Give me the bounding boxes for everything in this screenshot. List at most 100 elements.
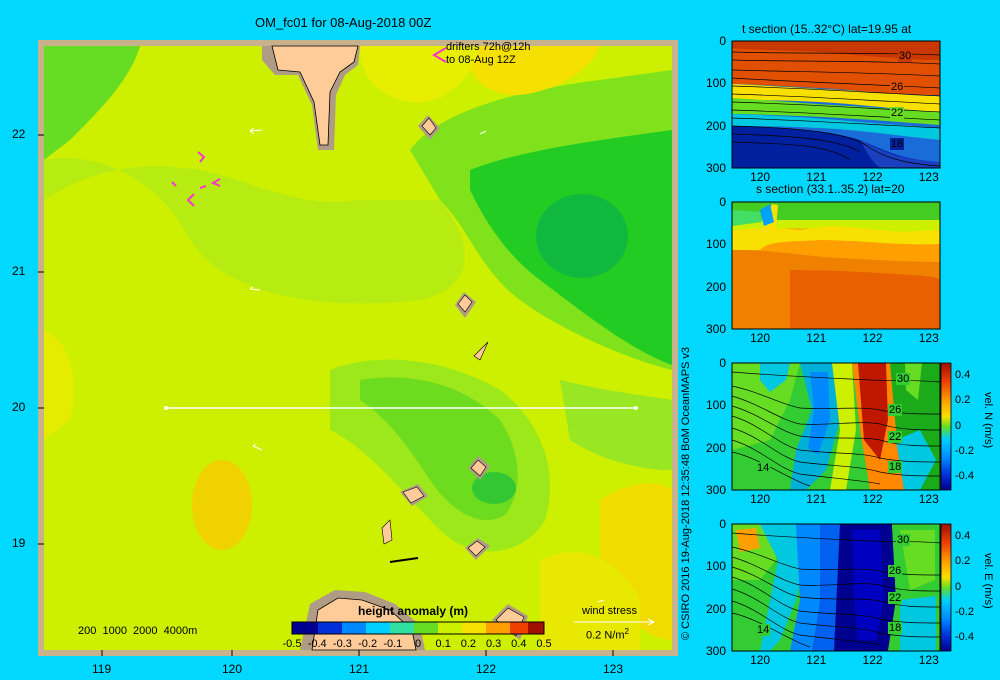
height-field-high bbox=[44, 330, 74, 440]
section-y-tick: 300 bbox=[705, 644, 726, 658]
map-x-tick: 119 bbox=[92, 662, 112, 676]
section-x-tick: 123 bbox=[918, 331, 939, 345]
section-y-tick: 100 bbox=[705, 398, 726, 413]
colorbar-tick: -0.5 bbox=[282, 638, 302, 650]
map-x-tick: 123 bbox=[603, 662, 624, 676]
colorbar-tick: -0.1 bbox=[383, 638, 403, 650]
wind-scale: 0.2 N/m2 bbox=[586, 627, 629, 642]
s-section-title: s section (33.1..35.2) lat=20 bbox=[756, 182, 905, 196]
section-x-tick: 120 bbox=[750, 331, 771, 345]
wind-arrow bbox=[249, 127, 263, 135]
section-x-tick: 122 bbox=[862, 170, 883, 184]
wind-arrow bbox=[597, 599, 605, 603]
map-y-tick: 20 bbox=[12, 400, 26, 414]
drifter-note: drifters 72h@12h bbox=[446, 41, 531, 53]
colorbar-tick: -0.4 bbox=[955, 470, 974, 483]
drifter-track bbox=[186, 193, 195, 207]
height-field-high bbox=[470, 46, 600, 96]
colorbar-tick: -0.2 bbox=[955, 444, 974, 457]
land-luzon-tip bbox=[271, 45, 359, 146]
section-x-tick: 122 bbox=[862, 653, 883, 667]
colorbar-title: height anomaly (m) bbox=[358, 604, 469, 618]
colorbar-tick: 0.4 bbox=[955, 529, 971, 542]
colorbar-tick: -0.2 bbox=[358, 638, 378, 650]
section-y-tick: 100 bbox=[705, 559, 726, 574]
island bbox=[389, 557, 419, 563]
section-y-tick: 0 bbox=[719, 356, 726, 370]
vel-n-section-panel bbox=[731, 362, 952, 491]
colorbar-tick: 0.2 bbox=[955, 555, 971, 568]
section-x-tick: 123 bbox=[918, 170, 939, 184]
colorbar-tick: -0.4 bbox=[955, 631, 974, 644]
wind-arrow bbox=[252, 443, 263, 451]
map-y-tick: 19 bbox=[12, 536, 26, 550]
colorbar-tick: 0.4 bbox=[511, 638, 527, 650]
drifter-track bbox=[197, 151, 206, 163]
section-x-tick: 120 bbox=[750, 492, 771, 506]
section-line-end bbox=[164, 406, 168, 410]
contour-label: 22 bbox=[888, 592, 903, 604]
colorbar-tick: 0.4 bbox=[955, 368, 971, 381]
section-y-tick: 100 bbox=[705, 237, 726, 252]
contour-label: 26 bbox=[888, 565, 903, 577]
contour-label: 14 bbox=[756, 462, 771, 474]
section-y-tick: 0 bbox=[719, 34, 726, 48]
map-x-tick: 120 bbox=[222, 662, 243, 676]
island bbox=[381, 519, 393, 545]
colorbar-tick: 0.2 bbox=[955, 394, 971, 407]
colorbar-tick: 0.5 bbox=[536, 638, 552, 650]
section-x-tick: 120 bbox=[750, 170, 771, 184]
height-field-lowcenter bbox=[472, 472, 516, 504]
wind-scale-sup: 2 bbox=[624, 627, 629, 636]
colorbar-tick: -0.2 bbox=[955, 605, 974, 618]
section-y-tick: 0 bbox=[719, 195, 726, 209]
section-x-tick: 120 bbox=[750, 653, 771, 667]
section-y-tick: 200 bbox=[705, 118, 726, 133]
island bbox=[470, 459, 487, 477]
section-y-tick: 300 bbox=[705, 322, 726, 336]
t-section-panel bbox=[731, 40, 941, 169]
contour-label: 18 bbox=[888, 461, 903, 473]
height-colorbar bbox=[291, 621, 545, 635]
section-x-tick: 121 bbox=[806, 653, 827, 667]
island bbox=[473, 341, 489, 361]
map-x-tick: 121 bbox=[349, 662, 370, 676]
island bbox=[467, 540, 486, 557]
vel-e-colorbar-label: vel. E (m/s) bbox=[982, 553, 994, 609]
contour-label: 18 bbox=[888, 622, 903, 634]
island bbox=[421, 117, 437, 136]
contour-label: 22 bbox=[888, 431, 903, 443]
height-field-lowcenter bbox=[44, 46, 140, 160]
contour-label: 26 bbox=[890, 81, 905, 93]
wind-arrow bbox=[249, 286, 261, 291]
section-y-tick: 300 bbox=[705, 161, 726, 175]
drifter-track bbox=[171, 181, 177, 187]
colorbar-tick: -0.3 bbox=[332, 638, 352, 650]
map-axis-ticks bbox=[38, 134, 614, 656]
colorbar-tick: 0 bbox=[955, 580, 962, 593]
drifter-track bbox=[210, 178, 221, 187]
depth-legend: 200 1000 2000 4000m bbox=[78, 625, 198, 637]
vel-n-colorbar-label: vel. N (m/s) bbox=[982, 392, 994, 449]
colorbar-tick: 0.1 bbox=[435, 638, 451, 650]
section-x-tick: 123 bbox=[918, 653, 939, 667]
map-x-tick: 122 bbox=[476, 662, 497, 676]
height-field-high bbox=[360, 46, 480, 103]
section-x-tick: 123 bbox=[918, 492, 939, 506]
section-line-end bbox=[634, 406, 638, 410]
map-y-tick: 22 bbox=[12, 127, 26, 141]
section-x-tick: 121 bbox=[806, 170, 827, 184]
wind-label: wind stress bbox=[582, 605, 638, 617]
drifter-track bbox=[199, 185, 207, 189]
wind-arrow bbox=[479, 130, 487, 135]
colorbar-tick: 0 bbox=[955, 419, 962, 432]
section-y-tick: 200 bbox=[705, 279, 726, 294]
height-field-band bbox=[44, 158, 465, 304]
contour-label: 14 bbox=[756, 624, 771, 636]
section-y-tick: 300 bbox=[705, 483, 726, 497]
vel-e-colorbar bbox=[940, 523, 952, 652]
wind-scale-label: 0.2 N/m bbox=[586, 629, 625, 642]
height-field-high bbox=[192, 460, 252, 550]
section-y-tick: 0 bbox=[719, 517, 726, 531]
